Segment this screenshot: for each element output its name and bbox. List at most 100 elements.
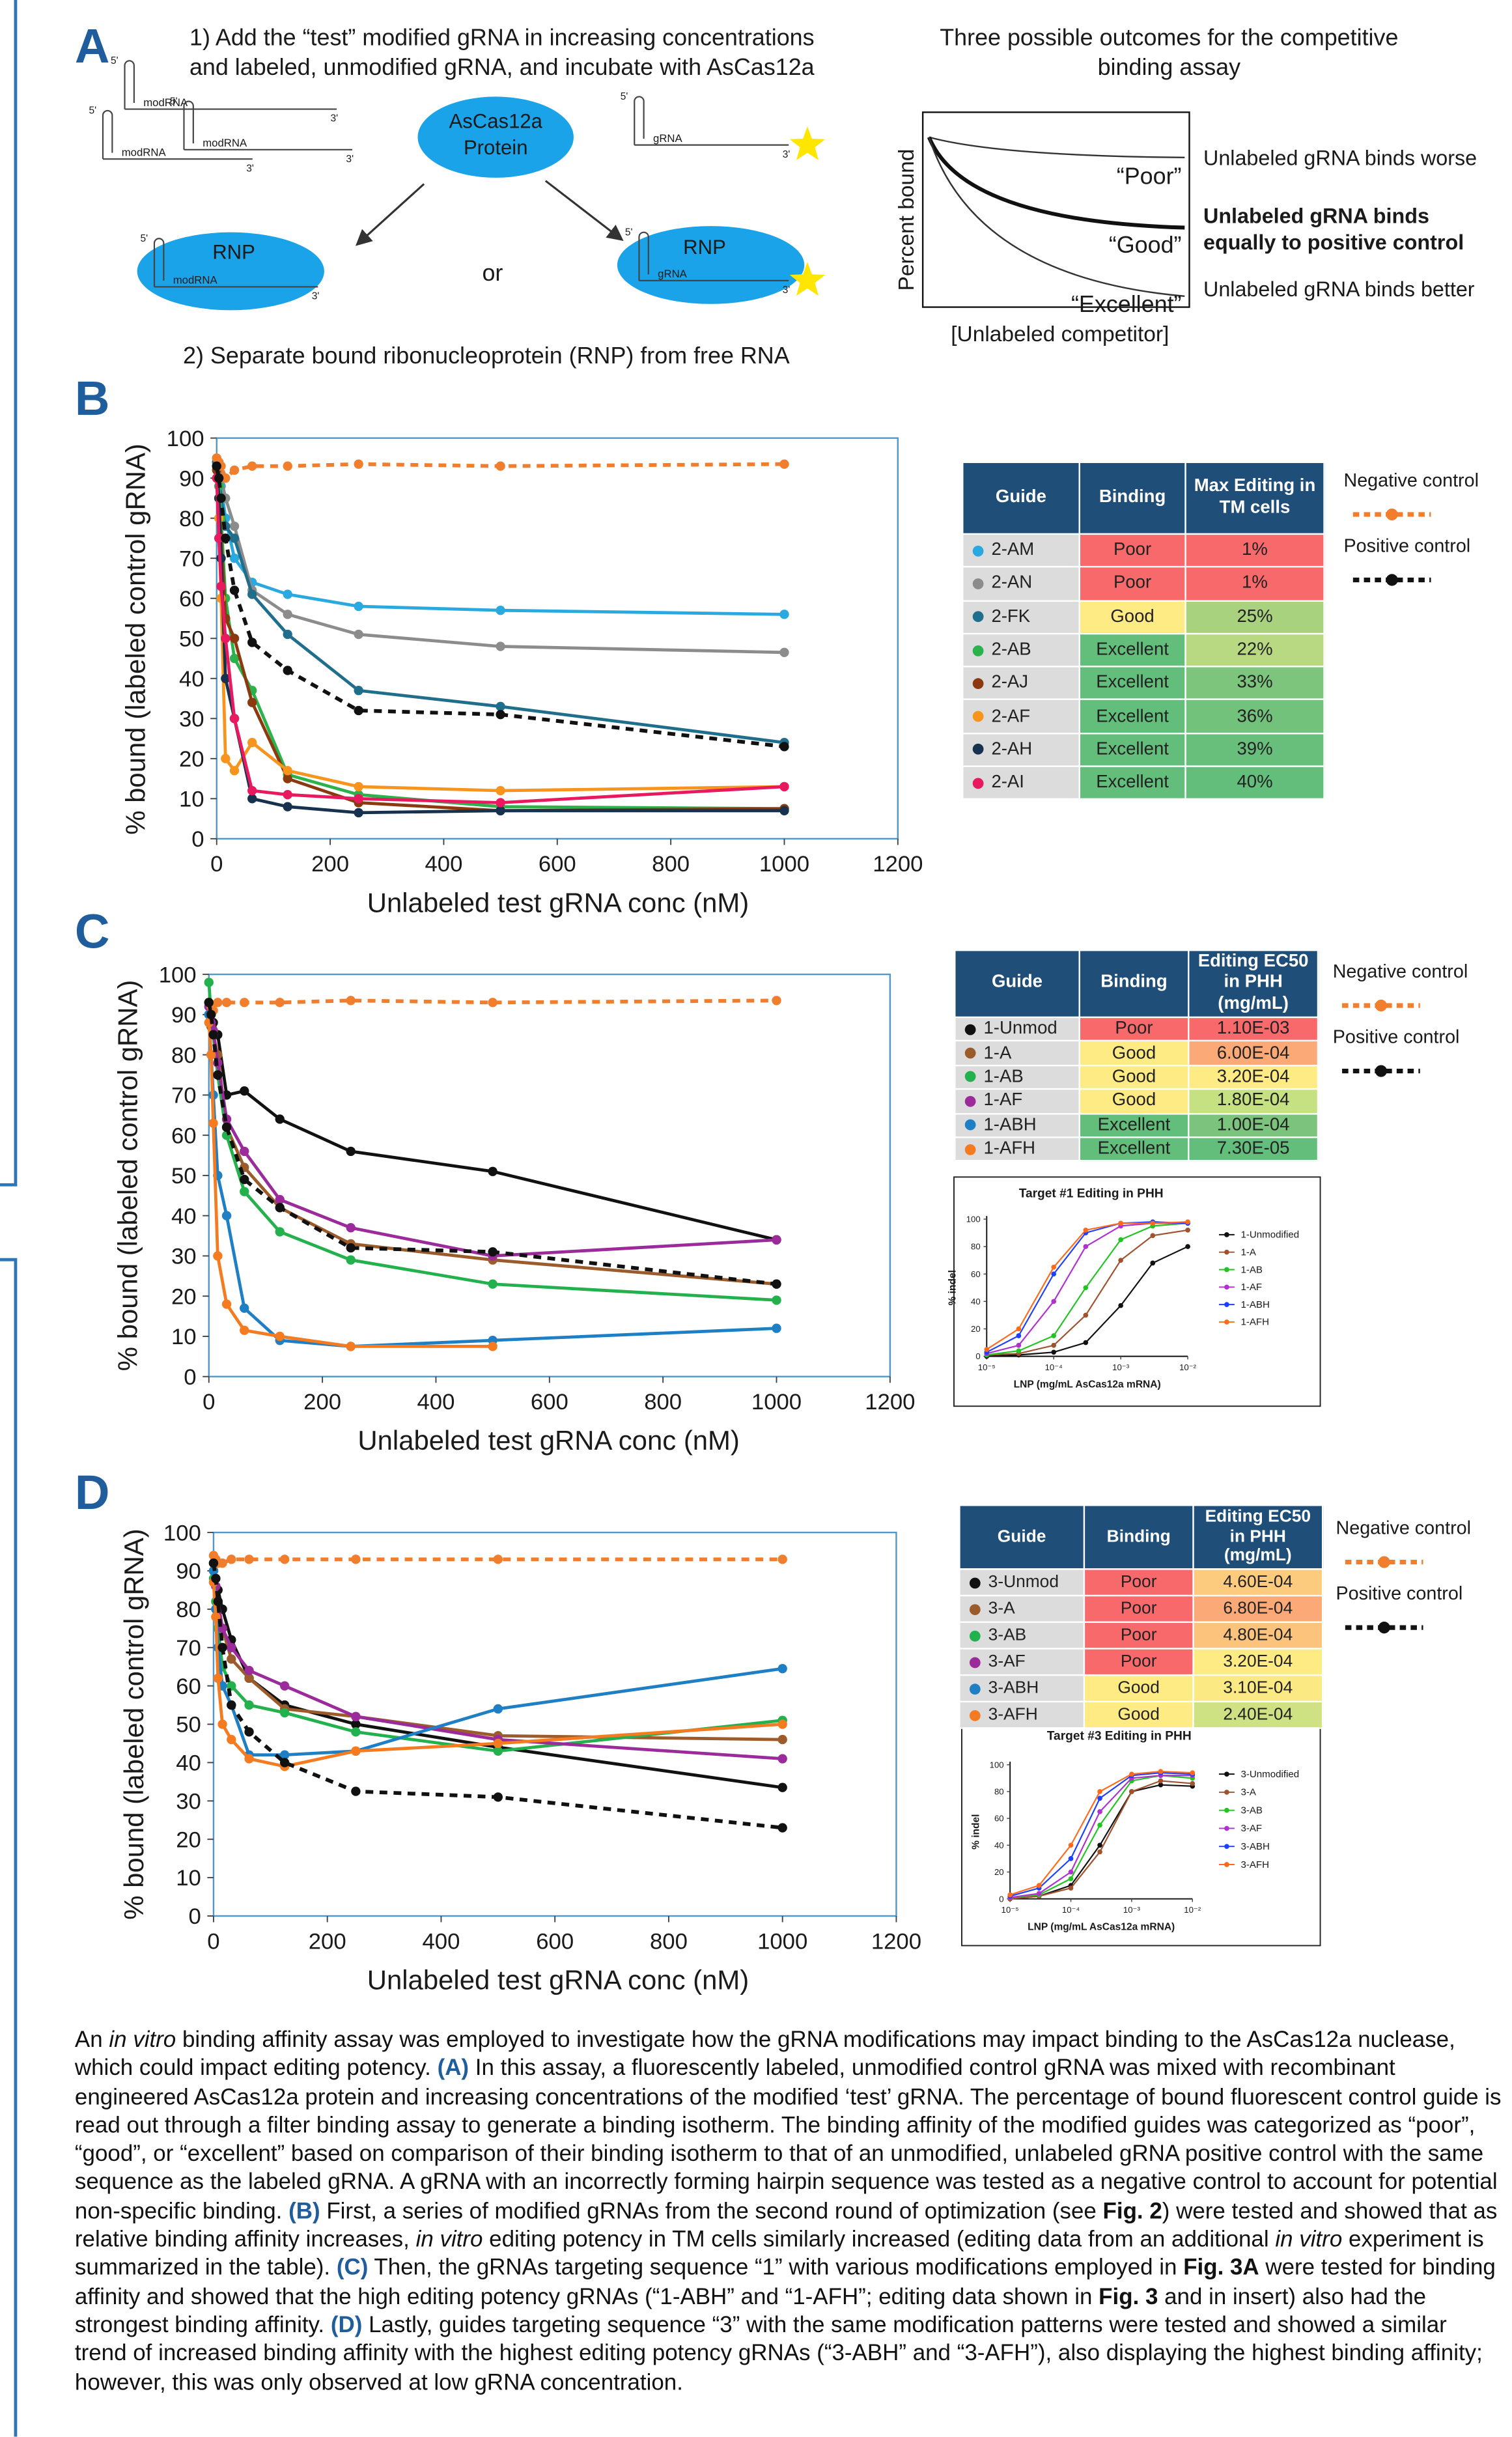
outcome-note: Unlabeled gRNA binds [1203, 204, 1429, 227]
data-point [1016, 1333, 1022, 1338]
data-point [1118, 1258, 1123, 1263]
data-point [229, 465, 240, 475]
editing-cell: 3.10E-04 [1192, 1674, 1324, 1702]
data-point [779, 647, 789, 657]
data-point [240, 1146, 249, 1157]
data-point [275, 1114, 285, 1124]
data-point [496, 461, 505, 471]
guide-cell: 1-AFH [954, 1136, 1080, 1162]
data-point [283, 766, 292, 776]
data-point [1097, 1809, 1102, 1814]
data-point [221, 673, 231, 683]
table-row: 1-Unmod Poor 1.10E-03 [954, 1016, 1319, 1043]
rnp-shape [137, 232, 324, 311]
data-point [496, 606, 505, 615]
data-point [779, 459, 789, 469]
data-point [351, 1712, 361, 1721]
legend-label: 3-ABH [1240, 1841, 1269, 1852]
data-point [1097, 1796, 1102, 1801]
data-point [275, 1227, 285, 1237]
data-point [354, 794, 363, 804]
end-label: 3' [783, 149, 791, 160]
y-tick-label: 0 [975, 1351, 980, 1361]
data-point [1118, 1303, 1123, 1308]
data-point [1083, 1244, 1089, 1249]
series-line [212, 1562, 783, 1830]
y-tick-label: 70 [171, 1084, 197, 1108]
legend-swatch [1378, 1622, 1390, 1634]
guide-name: 1-AB [983, 1067, 1024, 1087]
data-point [227, 1654, 236, 1664]
data-point [229, 653, 240, 664]
data-point [1068, 1842, 1074, 1848]
x-axis-label: Unlabeled test gRNA conc (nM) [367, 1964, 749, 1995]
data-point [217, 1558, 227, 1568]
outcome-curve [928, 137, 1185, 298]
panel-label: A [75, 19, 110, 73]
caption-text: (A) [437, 2057, 469, 2082]
end-label: 3' [346, 154, 354, 165]
x-tick-label: 800 [644, 1390, 682, 1415]
data-point [283, 589, 292, 599]
end-label: 5' [170, 96, 178, 107]
y-tick-label: 60 [176, 1674, 201, 1699]
data-point [221, 634, 231, 643]
legend-swatch [1378, 1556, 1390, 1568]
data-point [346, 1342, 356, 1351]
legend-label: 3-AFH [1240, 1859, 1269, 1870]
y-tick-label: 60 [171, 1123, 197, 1148]
data-point [346, 996, 356, 1006]
data-point [1051, 1349, 1057, 1355]
data-point [496, 641, 505, 651]
y-tick-label: 70 [176, 1636, 201, 1661]
guide-dot [969, 1656, 981, 1668]
outcome-note: equally to positive control [1203, 231, 1464, 254]
data-point [206, 1050, 216, 1060]
data-point [779, 782, 789, 792]
caption-text: Then, the gRNAs targeting sequence “1” w… [368, 2256, 1184, 2282]
guide-cell: 2-FK [961, 599, 1080, 635]
end-label: 3' [312, 291, 320, 302]
caption-text: First, a series of modified gRNAs from t… [320, 2199, 1103, 2225]
y-tick-label: 90 [176, 1559, 201, 1584]
table-header: Guide Binding Editing EC50 in PHH (mg/mL) [954, 949, 1319, 1019]
y-axis-label: % indel [970, 1814, 981, 1850]
data-point [213, 1070, 223, 1080]
chart: % bound (labeled control gRNA) Unlabeled … [119, 1517, 1471, 1995]
data-point [346, 1243, 356, 1253]
editing-cell: 25% [1184, 599, 1325, 635]
data-point [1129, 1771, 1134, 1777]
end-label: 5' [625, 227, 633, 238]
guide-dot [972, 611, 984, 623]
data-point [213, 1596, 223, 1607]
data-point [283, 666, 292, 675]
data-point [216, 582, 226, 591]
y-tick-label: 80 [179, 507, 204, 531]
y-tick-label: 80 [971, 1242, 981, 1252]
data-point [1051, 1333, 1057, 1338]
data-point [493, 1555, 503, 1564]
data-point [283, 461, 292, 471]
data-point [211, 1573, 221, 1583]
legend-label: 3-Unmodified [1240, 1769, 1299, 1780]
y-tick-label: 0 [999, 1894, 1003, 1904]
data-point [216, 493, 226, 503]
plot-frame [208, 973, 891, 1377]
y-tick-label: 100 [966, 1215, 981, 1224]
outcomes-x-label: [Unlabeled competitor] [951, 322, 1169, 346]
caption-text: (D) [330, 2313, 363, 2339]
chart: Target #1 Editing in PHH % indel LNP (mg/m… [947, 1176, 1321, 1407]
data-point [1150, 1220, 1156, 1226]
guide-dot [964, 1047, 976, 1059]
guide-cell: 2-AH [961, 732, 1080, 767]
caption-text: binding affinity assay was employed to i… [74, 2028, 1455, 2082]
editing-cell: 3.20E-04 [1188, 1064, 1319, 1090]
data-point [777, 1663, 787, 1674]
x-tick-label: 600 [531, 1390, 568, 1415]
caption-text: Fig. 2 [1102, 2199, 1162, 2225]
series-line [215, 457, 785, 616]
data-point [354, 459, 363, 469]
data-point [217, 1642, 227, 1652]
data-point [247, 697, 257, 707]
header-cell: Binding [1078, 461, 1186, 535]
